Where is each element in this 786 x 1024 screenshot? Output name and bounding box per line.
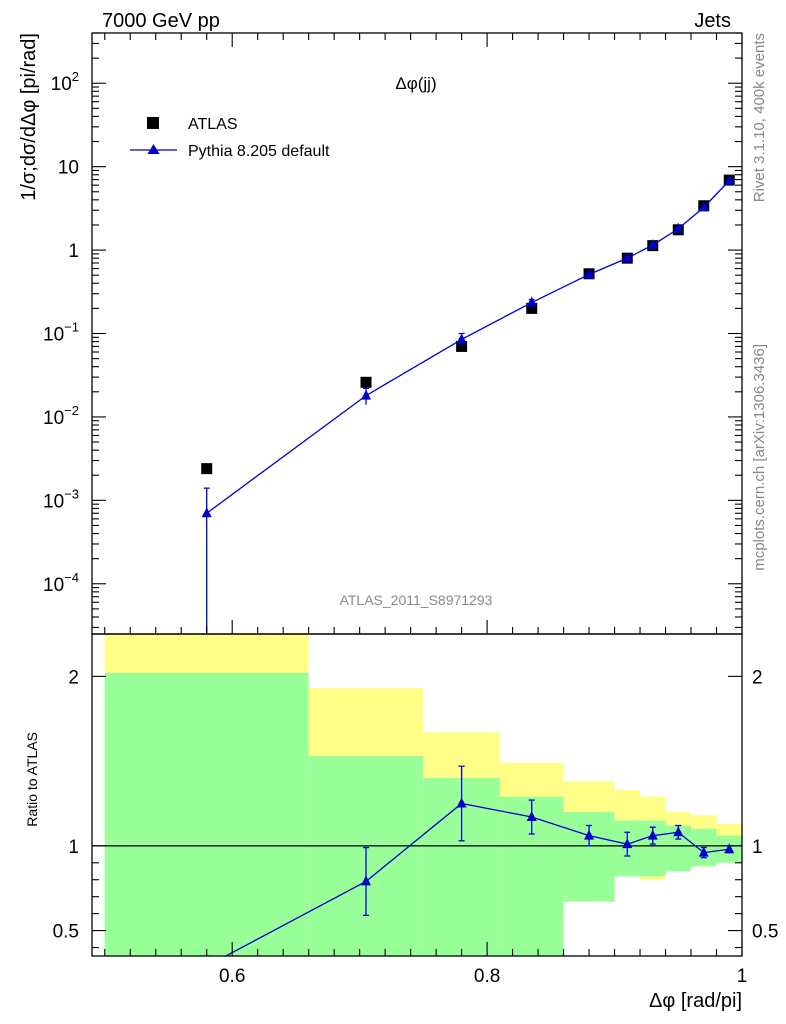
pythia-line xyxy=(206,180,730,514)
ratio-tick-label-right-2: 2 xyxy=(752,667,763,688)
atlas-point-1 xyxy=(360,376,372,388)
atlas-point-0 xyxy=(201,463,213,475)
ratio-point-3 xyxy=(526,811,537,822)
y-tick-label-4: 1 xyxy=(68,241,79,262)
y-tick-label-3: 10−1 xyxy=(43,320,79,346)
ratio-plot-marks xyxy=(92,765,742,970)
y-tick-base-0: 10 xyxy=(43,575,64,596)
rivet-label: Rivet 3.1.10, 400k events xyxy=(751,33,768,202)
ratio-tick-label-left-2: 2 xyxy=(68,667,79,688)
ratio-point-6 xyxy=(647,829,658,840)
pythia-point-7 xyxy=(673,222,684,233)
ratio-tick-label-right-0: 0.5 xyxy=(752,922,778,943)
y-tick-exp-6: 2 xyxy=(72,69,79,84)
ratio-point-0 xyxy=(202,960,212,970)
pythia-point-4 xyxy=(584,268,595,279)
y-tick-base-4: 1 xyxy=(68,241,79,262)
plot-title: Δφ(jj) xyxy=(395,74,436,93)
pythia-point-5 xyxy=(622,252,633,263)
analysis-label: ATLAS_2011_S8971293 xyxy=(340,592,493,608)
ratio-pythia-line xyxy=(224,802,730,956)
ratio-point-2 xyxy=(456,797,467,808)
ratio-plot-frame xyxy=(91,633,743,957)
band-inner-0 xyxy=(104,672,309,956)
y-axis-label: 1/σ;dσ/dΔφ [pi/rad] xyxy=(18,33,40,201)
ratio-point-7 xyxy=(673,826,684,837)
y-tick-label-1: 10−3 xyxy=(43,486,79,512)
header-left: 7000 GeV pp xyxy=(102,10,220,32)
ratio-point-9 xyxy=(724,843,735,854)
pythia-point-8 xyxy=(698,201,709,212)
y-tick-base-3: 10 xyxy=(43,325,64,346)
y-tick-base-2: 10 xyxy=(43,408,64,429)
ratio-tick-label-right-1: 1 xyxy=(752,837,763,858)
pythia-point-2 xyxy=(456,333,467,344)
y-tick-label-5: 10 xyxy=(58,158,79,179)
ratio-point-8 xyxy=(698,846,709,857)
pythia-point-6 xyxy=(647,239,658,250)
ratio-bands xyxy=(104,634,742,956)
y-tick-label-0: 10−4 xyxy=(43,570,79,596)
y-tick-exp-2: −2 xyxy=(64,403,79,418)
ratio-axis-label: Ratio to ATLAS xyxy=(24,732,40,827)
legend-atlas-marker xyxy=(147,117,159,129)
y-tick-exp-3: −1 xyxy=(64,320,79,335)
ratio-tick-label-left-1: 1 xyxy=(68,837,79,858)
x-tick-label-1: 0.8 xyxy=(474,966,500,987)
header-right: Jets xyxy=(694,10,731,32)
pythia-point-9 xyxy=(724,174,735,185)
legend: ATLAS Pythia 8.205 default xyxy=(130,116,330,160)
ratio-point-5 xyxy=(622,838,633,849)
ratio-point-1 xyxy=(361,875,372,886)
main-plot-marks xyxy=(201,174,735,634)
y-tick-label-6: 102 xyxy=(51,69,79,95)
legend-pythia-marker xyxy=(147,144,160,154)
y-tick-label-2: 10−2 xyxy=(43,403,79,429)
y-tick-base-1: 10 xyxy=(43,491,64,512)
pythia-point-0 xyxy=(201,507,212,518)
pythia-point-3 xyxy=(526,296,537,307)
y-tick-base-5: 10 xyxy=(58,158,79,179)
legend-pythia-label: Pythia 8.205 default xyxy=(188,143,330,160)
legend-atlas-label: ATLAS xyxy=(188,116,238,133)
x-tick-label-2: 1 xyxy=(737,966,748,987)
atlas-point-3 xyxy=(526,302,538,314)
y-tick-exp-1: −3 xyxy=(64,486,79,501)
x-tick-label-0: 0.6 xyxy=(219,966,245,987)
mcplots-label: mcplots.cern.ch [arXiv:1306.3436] xyxy=(751,344,768,571)
y-tick-base-6: 10 xyxy=(51,74,72,95)
pythia-point-1 xyxy=(361,389,372,400)
x-axis-label: Δφ [rad/pi] xyxy=(649,990,742,1012)
y-tick-exp-0: −4 xyxy=(64,570,79,585)
ratio-tick-label-left-0: 0.5 xyxy=(53,922,79,943)
ratio-point-4 xyxy=(584,829,595,840)
